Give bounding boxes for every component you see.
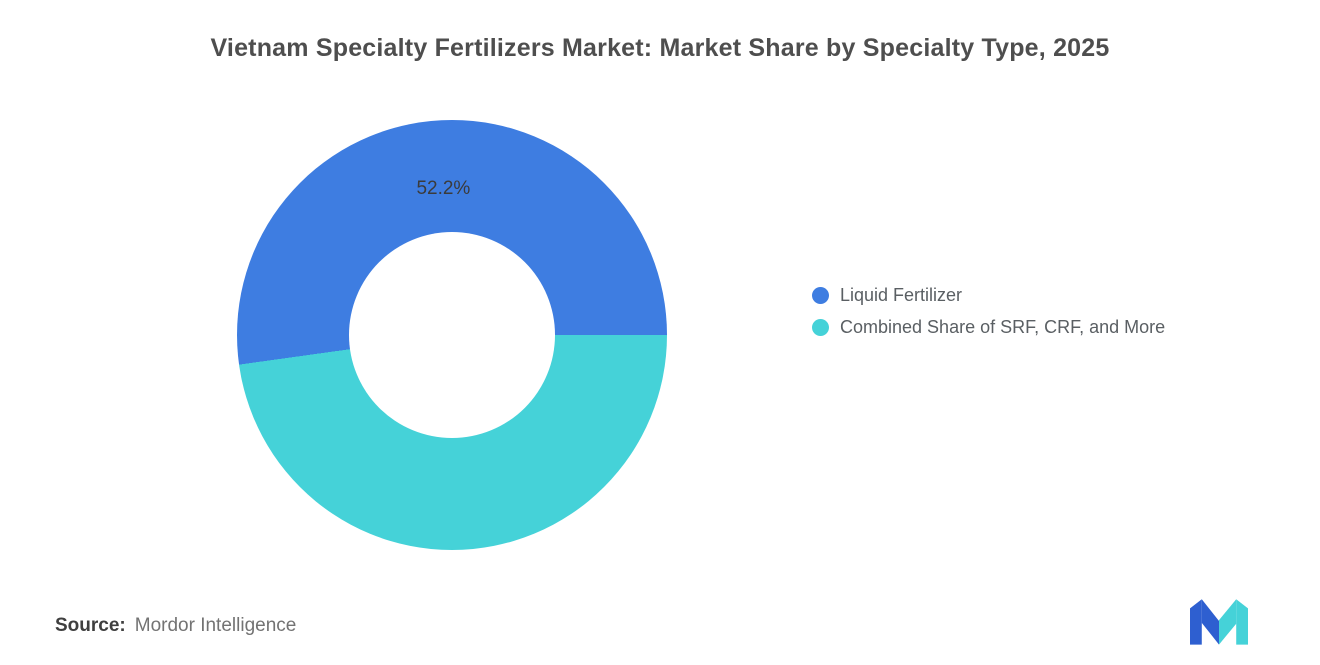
mordor-intelligence-logo	[1190, 599, 1248, 645]
donut-hole	[349, 232, 555, 438]
legend-swatch	[812, 319, 829, 336]
donut-chart: 52.2%	[237, 120, 667, 550]
logo-right-leg	[1236, 599, 1248, 645]
legend-label: Combined Share of SRF, CRF, and More	[840, 317, 1166, 337]
slice-data-label: 52.2%	[416, 178, 471, 199]
source-label: Source:	[55, 615, 126, 636]
legend-label: Liquid Fertilizer	[840, 285, 963, 305]
logo-left-diagonal	[1201, 599, 1219, 645]
logo-right-diagonal	[1219, 599, 1237, 645]
logo-left-leg	[1190, 599, 1202, 645]
legend-item-combined-share: Combined Share of SRF, CRF, and More	[812, 317, 1165, 338]
chart-title: Vietnam Specialty Fertilizers Market: Ma…	[210, 34, 1110, 62]
source-value: Mordor Intelligence	[134, 615, 297, 636]
legend-swatch	[812, 287, 829, 304]
legend-item-liquid-fertilizer: Liquid Fertilizer	[812, 285, 1165, 306]
chart-legend: Liquid Fertilizer Combined Share of SRF,…	[812, 285, 1165, 338]
source-row: Source: Mordor Intelligence	[55, 615, 296, 637]
